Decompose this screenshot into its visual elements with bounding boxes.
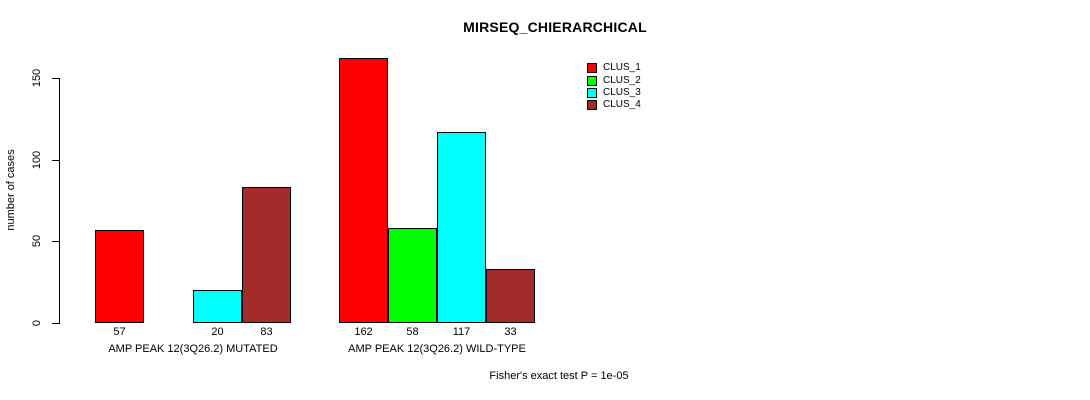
legend-swatch-clus_4 xyxy=(587,100,597,111)
bar-value-label: 33 xyxy=(504,326,517,338)
legend-label: CLUS_1 xyxy=(603,62,641,74)
y-axis-line xyxy=(59,78,60,324)
y-axis-tick-label: 100 xyxy=(31,150,43,169)
bar-clus_3 xyxy=(193,290,242,323)
bar-clus_1 xyxy=(95,229,144,323)
legend-label: CLUS_2 xyxy=(603,74,641,86)
legend-row: CLUS_3 xyxy=(587,87,641,99)
legend-label: CLUS_4 xyxy=(603,99,641,111)
bar-value-label: 117 xyxy=(452,326,471,338)
legend-row: CLUS_4 xyxy=(587,99,641,111)
bar-value-label: 57 xyxy=(113,326,126,338)
legend: CLUS_1 CLUS_2 CLUS_3 CLUS_4 xyxy=(587,62,641,112)
legend-swatch-clus_2 xyxy=(587,75,597,86)
group-label: AMP PEAK 12(3Q26.2) WILD-TYPE xyxy=(348,343,526,355)
legend-label: CLUS_3 xyxy=(603,86,641,98)
bar-clus_3 xyxy=(437,131,486,323)
chart-title: MIRSEQ_CHIERARCHICAL xyxy=(463,19,647,35)
y-axis-tick xyxy=(52,323,59,324)
bar-value-label: 20 xyxy=(211,326,224,338)
bar-value-label: 58 xyxy=(406,326,419,338)
legend-swatch-clus_1 xyxy=(587,63,597,74)
legend-row: CLUS_1 xyxy=(587,62,641,74)
y-axis-tick xyxy=(52,159,59,161)
bar-value-label: 162 xyxy=(354,326,373,338)
bar-clus_4 xyxy=(242,187,291,323)
legend-swatch-clus_3 xyxy=(587,87,597,98)
y-axis-tick xyxy=(52,241,59,243)
y-axis-tick-label: 0 xyxy=(31,319,43,327)
y-axis-tick-label: 150 xyxy=(31,68,43,88)
bar-value-label: 83 xyxy=(260,326,273,338)
bar-clus_1 xyxy=(339,58,388,323)
legend-row: CLUS_2 xyxy=(587,74,641,86)
y-axis-tick xyxy=(52,78,59,79)
bar-clus_2 xyxy=(388,228,437,323)
y-axis-label: number of cases xyxy=(5,149,17,231)
footnote-text: Fisher's exact test P = 1e-05 xyxy=(489,370,629,382)
bar-clus_4 xyxy=(486,269,535,323)
group-label: AMP PEAK 12(3Q26.2) MUTATED xyxy=(108,343,278,355)
y-axis-tick-label: 50 xyxy=(31,235,43,248)
